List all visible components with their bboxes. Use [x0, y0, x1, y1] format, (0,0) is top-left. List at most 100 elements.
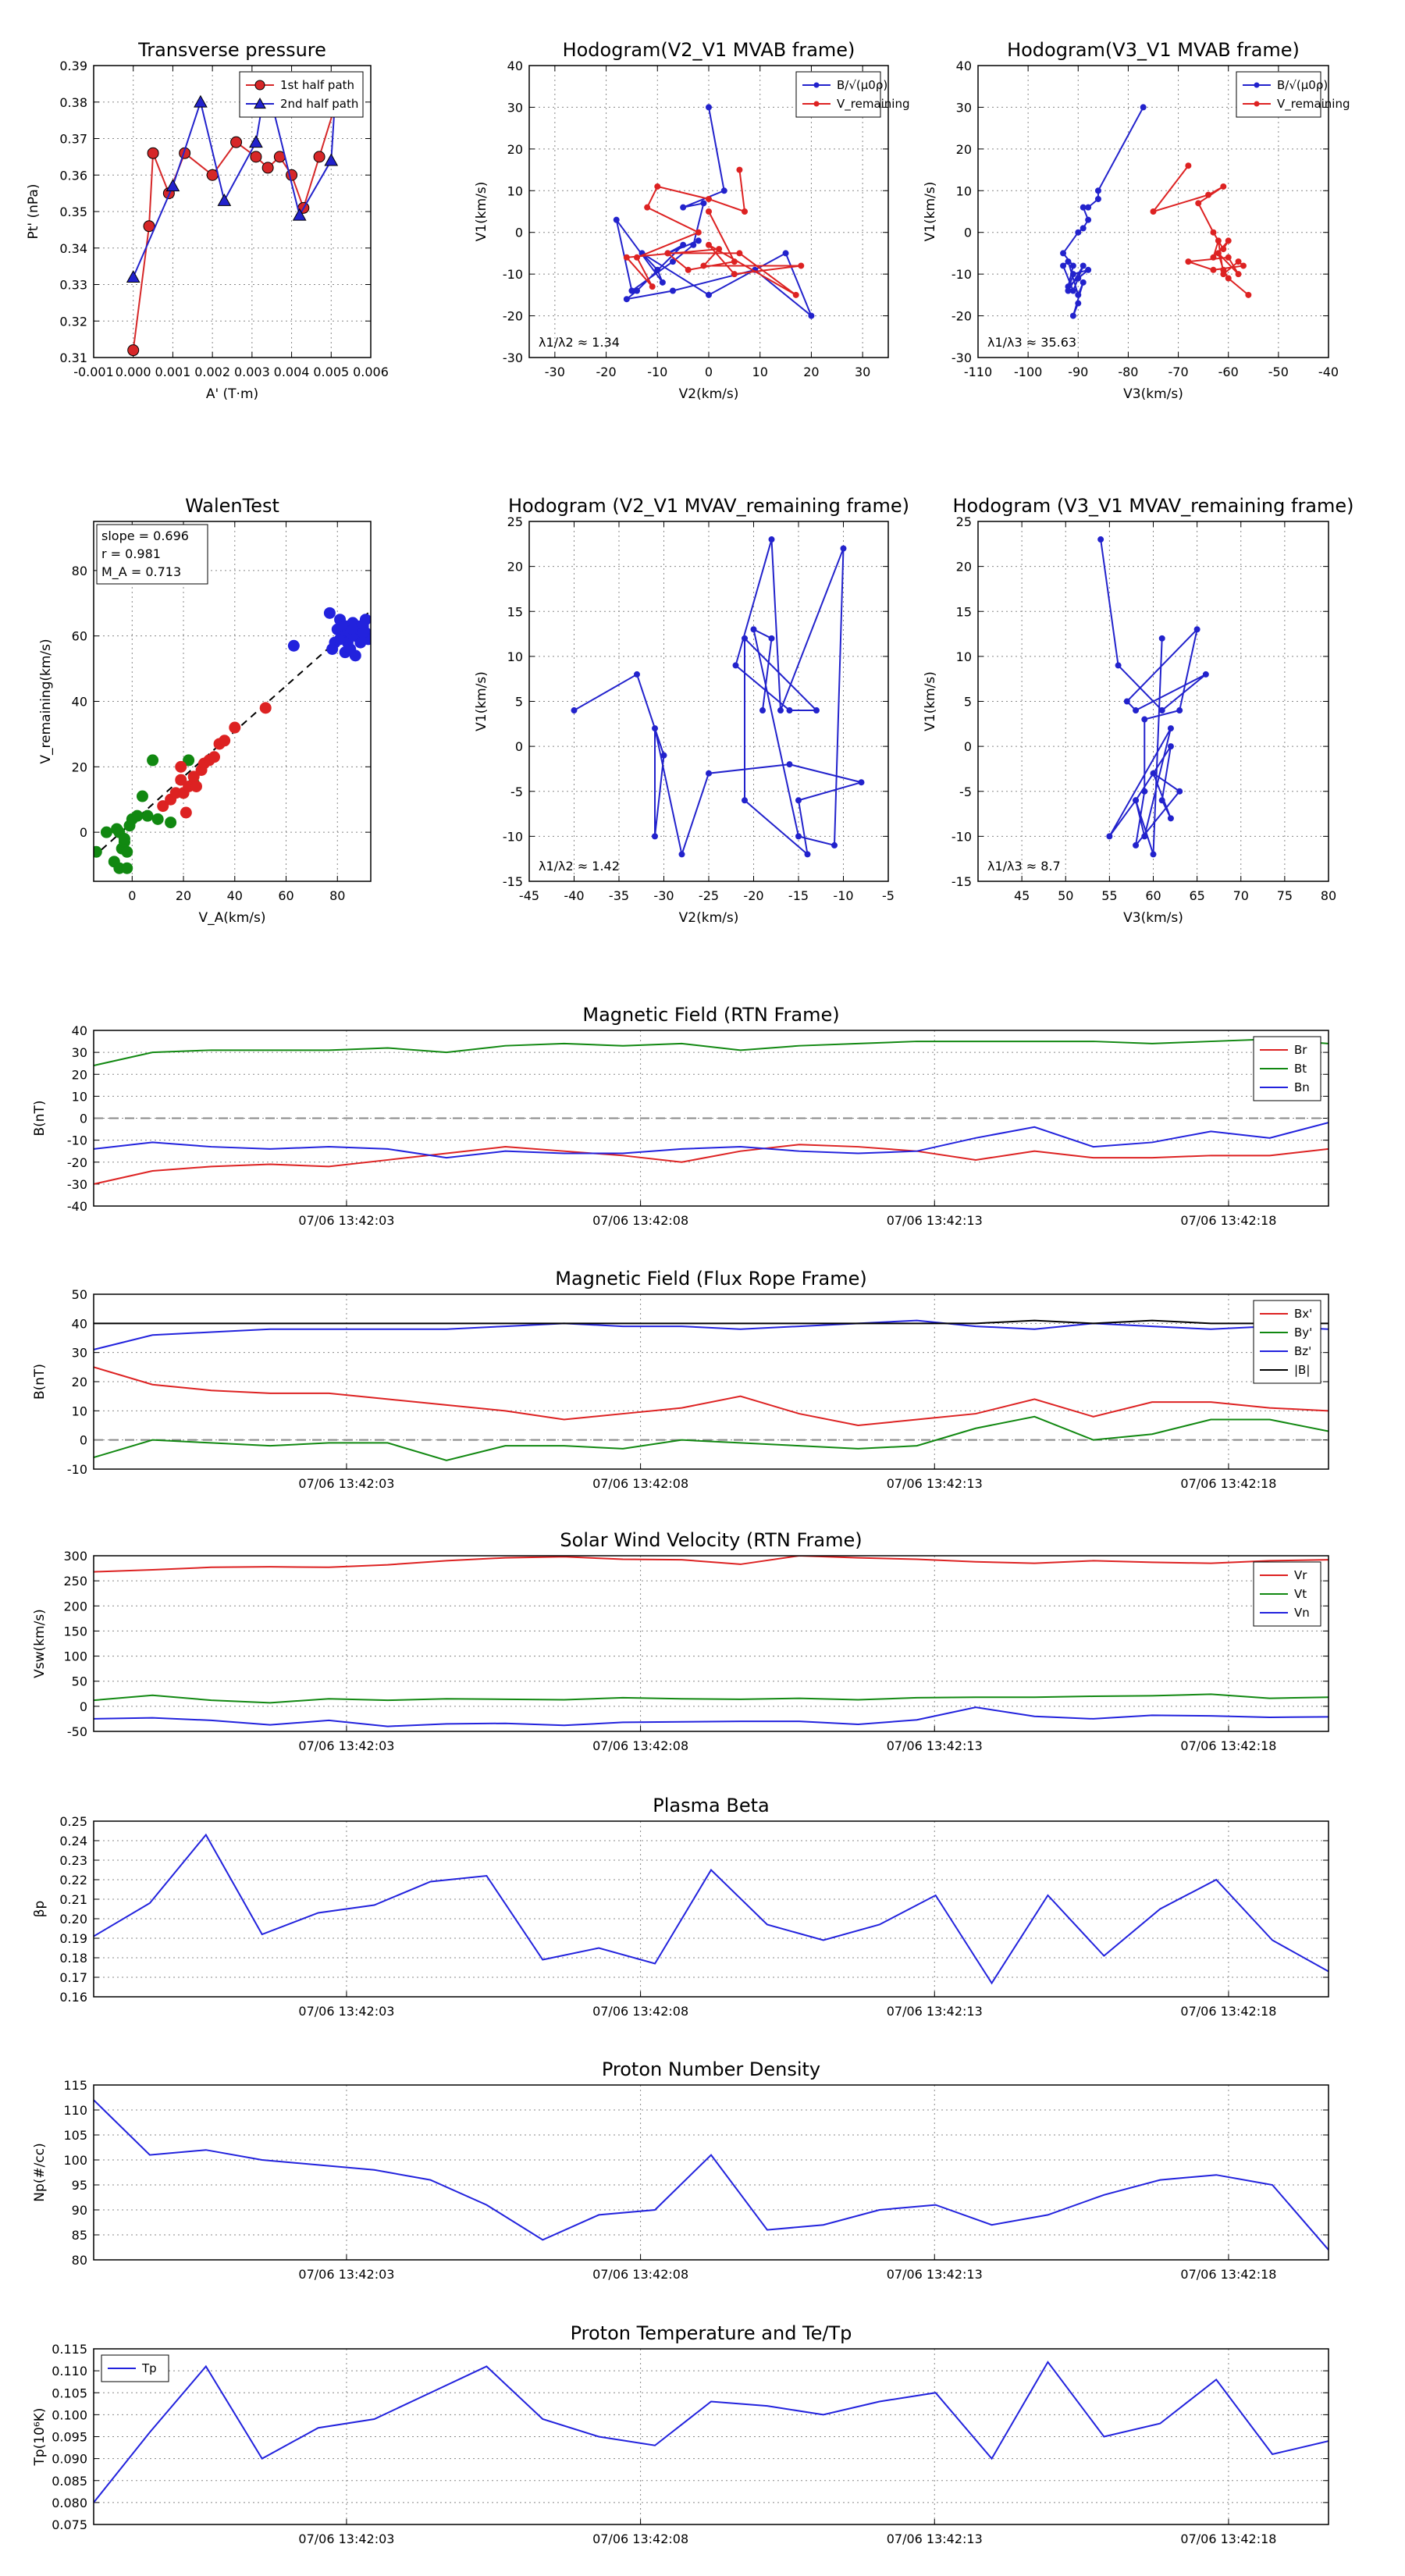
legend-marker — [254, 97, 266, 109]
x-tick-label: -15 — [788, 888, 809, 903]
legend-label: B/√(μ0ρ) — [837, 78, 887, 92]
y-tick-label: -30 — [951, 350, 972, 365]
y-tick-label: 40 — [72, 695, 87, 710]
data-point — [1215, 237, 1222, 244]
y-tick-label: 0.35 — [59, 205, 87, 219]
y-tick-label: -30 — [503, 350, 523, 365]
y-axis-label: B(nT) — [32, 1364, 48, 1400]
y-tick-label: -15 — [503, 874, 523, 889]
panel-tp: 0.075 0.080 0.085 0.090 0.095 0.100 0.105 0.110… — [32, 2322, 1329, 2546]
data-point — [1158, 707, 1165, 714]
data-point — [644, 204, 651, 211]
y-tick-label: 30 — [72, 1346, 87, 1361]
x-tick-label: -10 — [833, 888, 853, 903]
y-tick-label: 40 — [72, 1023, 87, 1038]
y-tick-label: 0.38 — [59, 95, 87, 110]
data-point — [706, 291, 712, 298]
series-red — [157, 702, 272, 819]
stats-box: slope = 0.696 r = 0.981 M_A = 0.713 — [96, 524, 208, 585]
data-point — [759, 707, 766, 714]
plot-area — [94, 1319, 1329, 1461]
legend-label: 1st half path — [280, 78, 354, 92]
panel-mag_rtn: -40 -30 -20 -10 0 10 20 30 40 Magnetic Field (RTN… — [32, 1004, 1329, 1228]
data-point — [858, 779, 865, 786]
chart-title: Proton Temperature and Te/Tp — [571, 2322, 852, 2344]
y-tick-label: 15 — [507, 604, 523, 619]
y-tick-label: 0.110 — [52, 2364, 87, 2379]
series-line-beta — [94, 1833, 1329, 1985]
x-tick-label: 80 — [1321, 888, 1336, 903]
plot-area — [94, 1833, 1329, 1985]
time-tick-label: 07/06 13:42:08 — [592, 2267, 688, 2282]
data-point — [706, 208, 712, 215]
y-tick-label: 0.23 — [59, 1853, 87, 1868]
data-point — [1167, 743, 1174, 750]
data-point — [792, 291, 799, 298]
data-point — [654, 266, 661, 273]
y-axis-label: V1(km/s) — [474, 671, 489, 731]
data-point — [808, 312, 815, 319]
data-point — [706, 104, 712, 111]
x-tick-label: -30 — [653, 888, 674, 903]
legend-label: V_remaining — [837, 97, 910, 112]
x-tick-label: -50 — [1268, 365, 1289, 379]
series-line--B- — [94, 1319, 1329, 1325]
time-tick-label: 07/06 13:42:03 — [298, 1213, 394, 1228]
time-tick-label: 07/06 13:42:18 — [1180, 2532, 1276, 2546]
data-point — [1080, 279, 1087, 286]
x-tick-label: -25 — [699, 888, 719, 903]
ratio-annotation: λ1/λ3 ≈ 35.63 — [987, 335, 1076, 350]
data-point — [157, 800, 169, 813]
y-tick-label: -20 — [503, 309, 523, 324]
time-tick-label: 07/06 13:42:13 — [887, 2532, 983, 2546]
data-point — [628, 287, 635, 294]
y-tick-label: 20 — [956, 142, 972, 157]
series-line-Br — [94, 1144, 1329, 1185]
time-tick-label: 07/06 13:42:03 — [298, 1738, 394, 1753]
y-tick-label: 95 — [72, 2178, 87, 2193]
x-axis-label: V2(km/s) — [679, 386, 739, 402]
time-tick-label: 07/06 13:42:08 — [592, 2532, 688, 2546]
panel-sw: -50 0 50 100 150 200 250 300 Solar Wind Velocity… — [32, 1529, 1329, 1753]
chart-title: Transverse pressure — [137, 39, 326, 61]
y-tick-label: -10 — [503, 829, 523, 844]
y-axis-label: V1(km/s) — [923, 671, 938, 731]
data-point — [706, 770, 712, 777]
ratio-annotation: λ1/λ2 ≈ 1.42 — [539, 859, 620, 873]
x-tick-label: 55 — [1101, 888, 1117, 903]
y-axis-label: B(nT) — [32, 1100, 48, 1136]
data-point — [180, 806, 192, 819]
data-point — [259, 702, 272, 714]
data-point — [1185, 162, 1192, 169]
data-point — [1210, 229, 1217, 236]
y-tick-label: 0 — [515, 226, 523, 240]
y-axis-label: V_remaining(km/s) — [38, 639, 54, 763]
series-line-Bn — [94, 1122, 1329, 1159]
y-tick-label: -15 — [951, 874, 972, 889]
series-line-By- — [94, 1415, 1329, 1461]
data-point — [1080, 204, 1087, 211]
y-tick-label: 0.090 — [52, 2452, 87, 2467]
data-point — [100, 826, 112, 838]
x-tick-label: -35 — [609, 888, 629, 903]
data-point — [1133, 841, 1140, 849]
data-point — [1220, 266, 1227, 273]
x-tick-label: 0.005 — [313, 365, 349, 379]
data-point — [736, 166, 743, 173]
data-point — [623, 296, 630, 303]
x-axis-label: V2(km/s) — [679, 910, 739, 926]
legend: Br Bt Bn — [1253, 1036, 1321, 1101]
y-tick-label: 0.31 — [59, 350, 87, 365]
data-point — [782, 250, 789, 257]
y-tick-label: 30 — [956, 100, 972, 115]
y-tick-label: 25 — [507, 514, 523, 529]
stats-line: M_A = 0.713 — [101, 564, 181, 580]
data-point — [795, 797, 802, 804]
y-tick-label: 80 — [72, 564, 87, 578]
data-point — [1075, 275, 1082, 282]
y-tick-label: 10 — [72, 1404, 87, 1418]
data-point — [1094, 195, 1101, 202]
data-point — [1220, 246, 1227, 253]
data-point — [357, 626, 369, 639]
data-point — [1225, 237, 1232, 244]
